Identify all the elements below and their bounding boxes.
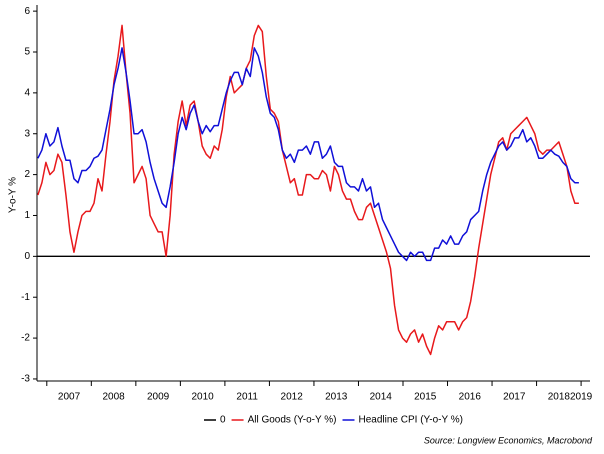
y-tick-label: -2 — [21, 333, 30, 344]
x-tick-label: 2019 — [570, 392, 593, 403]
y-tick-label: 4 — [24, 88, 30, 99]
x-tick-label: 2011 — [236, 392, 258, 403]
legend-label: Headline CPI (Y-o-Y %) — [359, 415, 464, 426]
series-line — [37, 47, 579, 262]
legend-label: All Goods (Y-o-Y %) — [248, 415, 337, 426]
y-tick-label: 5 — [24, 47, 30, 58]
x-tick-label: 2013 — [325, 392, 348, 403]
y-tick-label: 2 — [24, 169, 30, 180]
y-axis-label: Y-o-Y % — [8, 177, 19, 213]
x-tick-label: 2015 — [414, 392, 437, 403]
x-tick-label: 2018 — [548, 392, 571, 403]
x-tick-label: 2016 — [459, 392, 482, 403]
y-tick-label: -3 — [21, 374, 30, 385]
x-tick-label: 2007 — [58, 392, 81, 403]
x-tick-label: 2014 — [370, 392, 393, 403]
legend-item: 0 — [204, 415, 226, 426]
y-tick-label: -1 — [21, 292, 30, 303]
x-tick-label: 2012 — [281, 392, 304, 403]
x-tick-label: 2008 — [102, 392, 125, 403]
y-tick-label: 0 — [24, 251, 30, 262]
legend-label: 0 — [220, 415, 226, 426]
x-tick-label: 2009 — [147, 392, 170, 403]
source-note: Source: Longview Economics, Macrobond — [424, 435, 593, 445]
y-tick-label: 1 — [24, 210, 30, 221]
legend-item: Headline CPI (Y-o-Y %) — [342, 415, 464, 426]
x-tick-label: 2010 — [192, 392, 215, 403]
x-tick-label: 2017 — [503, 392, 526, 403]
legend-item: All Goods (Y-o-Y %) — [231, 415, 337, 426]
y-tick-label: 6 — [24, 6, 30, 17]
series-line — [37, 24, 579, 356]
y-tick-label: 3 — [24, 128, 30, 139]
